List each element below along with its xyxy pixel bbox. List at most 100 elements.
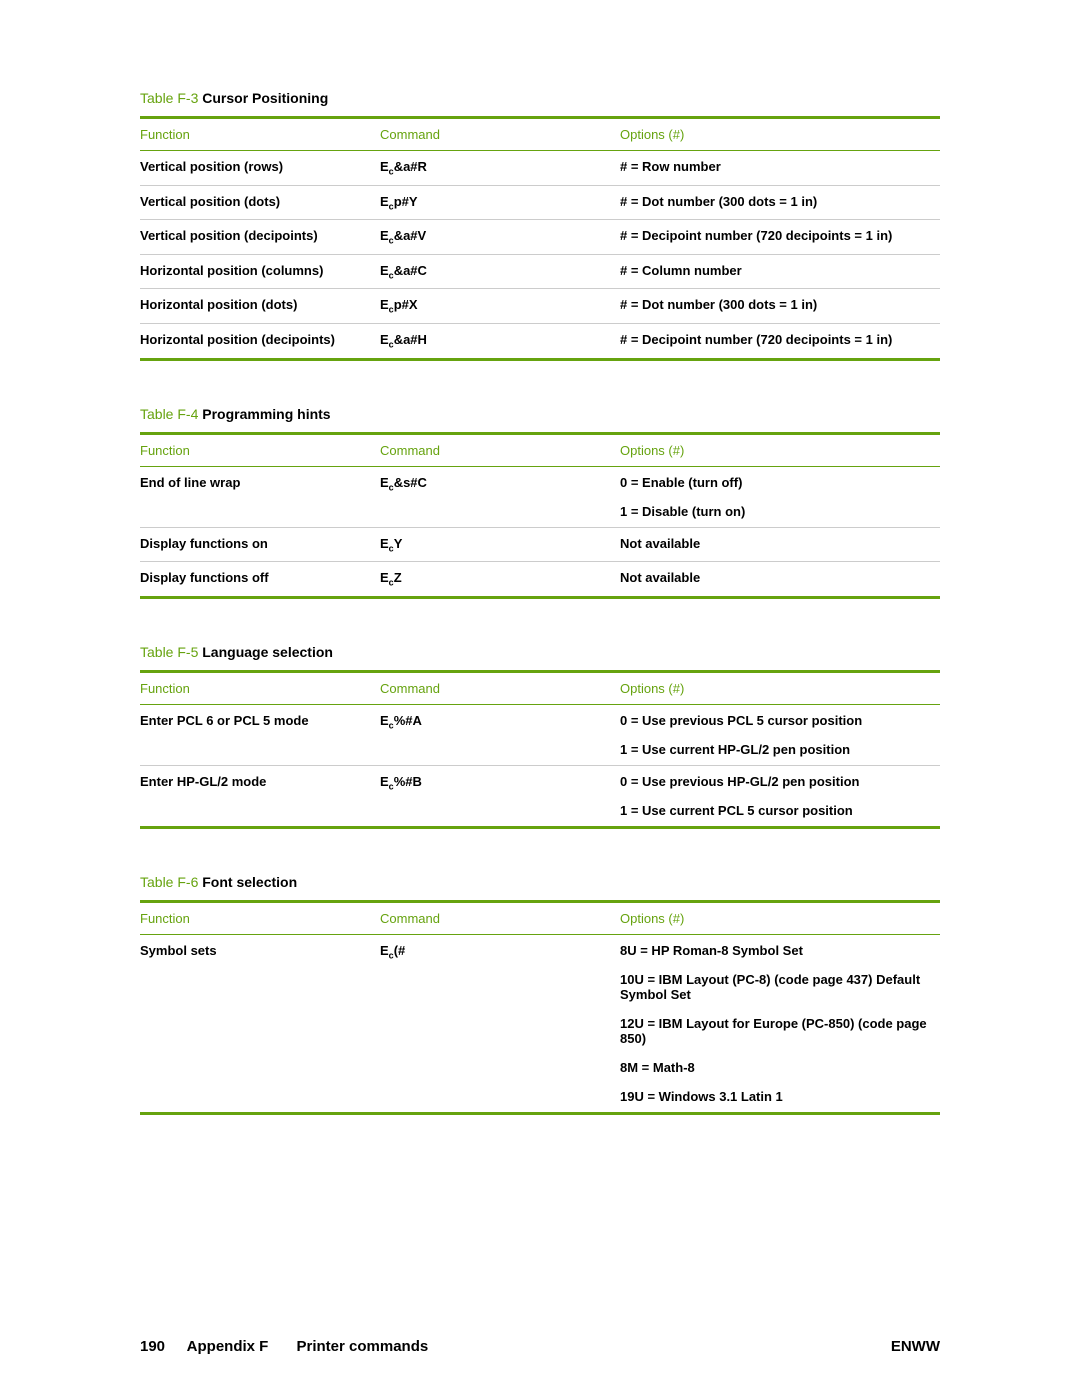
- footer-appendix: Appendix F: [187, 1338, 269, 1355]
- cell-function: Vertical position (dots): [140, 185, 380, 220]
- table-caption: Table F-6 Font selection: [140, 874, 940, 890]
- table-caption-prefix: Table F-3: [140, 90, 202, 106]
- cell-command: Ecp#Y: [380, 185, 620, 220]
- cell-function: Display functions off: [140, 562, 380, 598]
- cell-function: Horizontal position (decipoints): [140, 323, 380, 359]
- table-block: Table F-5 Language selection FunctionComm…: [140, 644, 940, 829]
- cell-options: 0 = Use previous PCL 5 cursor position 1 …: [620, 704, 940, 765]
- option-line: # = Dot number (300 dots = 1 in): [620, 194, 934, 209]
- cell-options: # = Dot number (300 dots = 1 in): [620, 185, 940, 220]
- option-line: 12U = IBM Layout for Europe (PC-850) (co…: [620, 1016, 934, 1046]
- option-line: 10U = IBM Layout (PC-8) (code page 437) …: [620, 972, 934, 1002]
- cell-options: # = Dot number (300 dots = 1 in): [620, 289, 940, 324]
- table-caption-title: Cursor Positioning: [202, 90, 328, 106]
- table-caption-title: Programming hints: [202, 406, 330, 422]
- cell-command: Ec%#B: [380, 765, 620, 827]
- table-row: Horizontal position (decipoints)Ec&a#H# …: [140, 323, 940, 359]
- column-header: Function: [140, 671, 380, 704]
- cell-options: # = Decipoint number (720 decipoints = 1…: [620, 323, 940, 359]
- cell-command: Ecp#X: [380, 289, 620, 324]
- table-row: Horizontal position (dots)Ecp#X# = Dot n…: [140, 289, 940, 324]
- option-line: 1 = Use current PCL 5 cursor position: [620, 803, 934, 818]
- cell-options: # = Decipoint number (720 decipoints = 1…: [620, 220, 940, 255]
- option-line: # = Decipoint number (720 decipoints = 1…: [620, 332, 934, 347]
- document-page: Table F-3 Cursor PositioningFunctionComm…: [0, 0, 1080, 1397]
- column-header: Function: [140, 118, 380, 151]
- data-table: FunctionCommandOptions (#)Symbol setsEc(…: [140, 900, 940, 1115]
- option-line: # = Row number: [620, 159, 934, 174]
- column-header: Command: [380, 671, 620, 704]
- cell-options: # = Column number: [620, 254, 940, 289]
- option-line: Not available: [620, 570, 934, 585]
- option-line: 1 = Use current HP-GL/2 pen position: [620, 742, 934, 757]
- cell-function: Vertical position (decipoints): [140, 220, 380, 255]
- column-header: Function: [140, 433, 380, 466]
- cell-command: Ec%#A: [380, 704, 620, 765]
- table-row: Symbol setsEc(#8U = HP Roman-8 Symbol Se…: [140, 934, 940, 1113]
- column-header: Options (#): [620, 901, 940, 934]
- table-caption-prefix: Table F-4: [140, 406, 202, 422]
- table-caption-title: Language selection: [202, 644, 333, 660]
- column-header: Command: [380, 901, 620, 934]
- cell-command: EcZ: [380, 562, 620, 598]
- column-header: Options (#): [620, 433, 940, 466]
- cell-options: Not available: [620, 527, 940, 562]
- data-table: FunctionCommandOptions (#)End of line wr…: [140, 432, 940, 599]
- tables-container: Table F-3 Cursor PositioningFunctionComm…: [140, 90, 940, 1115]
- table-row: Enter PCL 6 or PCL 5 modeEc%#A0 = Use pr…: [140, 704, 940, 765]
- option-line: # = Column number: [620, 263, 934, 278]
- column-header: Command: [380, 433, 620, 466]
- table-row: Horizontal position (columns)Ec&a#C# = C…: [140, 254, 940, 289]
- cell-function: Horizontal position (columns): [140, 254, 380, 289]
- option-line: 0 = Enable (turn off): [620, 475, 934, 490]
- column-header: Function: [140, 901, 380, 934]
- table-caption-title: Font selection: [202, 874, 297, 890]
- cell-command: Ec&a#C: [380, 254, 620, 289]
- table-caption: Table F-5 Language selection: [140, 644, 940, 660]
- option-line: 19U = Windows 3.1 Latin 1: [620, 1089, 934, 1104]
- table-caption: Table F-3 Cursor Positioning: [140, 90, 940, 106]
- option-line: 8M = Math-8: [620, 1060, 934, 1075]
- option-line: 0 = Use previous PCL 5 cursor position: [620, 713, 934, 728]
- cell-function: Enter PCL 6 or PCL 5 mode: [140, 704, 380, 765]
- cell-function: End of line wrap: [140, 466, 380, 527]
- cell-command: Ec&a#R: [380, 151, 620, 186]
- page-footer: 190 Appendix F Printer commands ENWW: [140, 1338, 940, 1355]
- footer-section: Printer commands: [297, 1338, 429, 1355]
- cell-options: 0 = Use previous HP-GL/2 pen position 1 =…: [620, 765, 940, 827]
- option-line: 8U = HP Roman-8 Symbol Set: [620, 943, 934, 958]
- cell-function: Vertical position (rows): [140, 151, 380, 186]
- cell-function: Horizontal position (dots): [140, 289, 380, 324]
- option-line: 0 = Use previous HP-GL/2 pen position: [620, 774, 934, 789]
- table-block: Table F-3 Cursor Positioning FunctionComm…: [140, 90, 940, 361]
- table-block: Table F-4 Programming hints FunctionComma…: [140, 406, 940, 599]
- cell-command: Ec&s#C: [380, 466, 620, 527]
- table-row: Display functions offEcZNot available: [140, 562, 940, 598]
- table-row: Vertical position (rows)Ec&a#R# = Row nu…: [140, 151, 940, 186]
- table-caption-prefix: Table F-6: [140, 874, 202, 890]
- data-table: FunctionCommandOptions (#)Enter PCL 6 or…: [140, 670, 940, 829]
- table-row: End of line wrapEc&s#C0 = Enable (turn o…: [140, 466, 940, 527]
- cell-options: # = Row number: [620, 151, 940, 186]
- option-line: Not available: [620, 536, 934, 551]
- cell-options: Not available: [620, 562, 940, 598]
- cell-function: Display functions on: [140, 527, 380, 562]
- cell-function: Symbol sets: [140, 934, 380, 1113]
- cell-command: Ec&a#H: [380, 323, 620, 359]
- table-block: Table F-6 Font selection FunctionCommandO…: [140, 874, 940, 1115]
- footer-right: ENWW: [891, 1338, 940, 1355]
- table-row: Vertical position (decipoints)Ec&a#V# = …: [140, 220, 940, 255]
- option-line: # = Dot number (300 dots = 1 in): [620, 297, 934, 312]
- table-caption: Table F-4 Programming hints: [140, 406, 940, 422]
- footer-left: 190 Appendix F Printer commands: [140, 1338, 428, 1355]
- cell-options: 8U = HP Roman-8 Symbol Set 10U = IBM Layo…: [620, 934, 940, 1113]
- table-row: Display functions onEcYNot available: [140, 527, 940, 562]
- table-caption-prefix: Table F-5: [140, 644, 202, 660]
- cell-function: Enter HP-GL/2 mode: [140, 765, 380, 827]
- footer-page-number: 190: [140, 1338, 165, 1355]
- column-header: Options (#): [620, 118, 940, 151]
- table-row: Enter HP-GL/2 modeEc%#B0 = Use previous …: [140, 765, 940, 827]
- table-row: Vertical position (dots)Ecp#Y# = Dot num…: [140, 185, 940, 220]
- option-line: 1 = Disable (turn on): [620, 504, 934, 519]
- column-header: Command: [380, 118, 620, 151]
